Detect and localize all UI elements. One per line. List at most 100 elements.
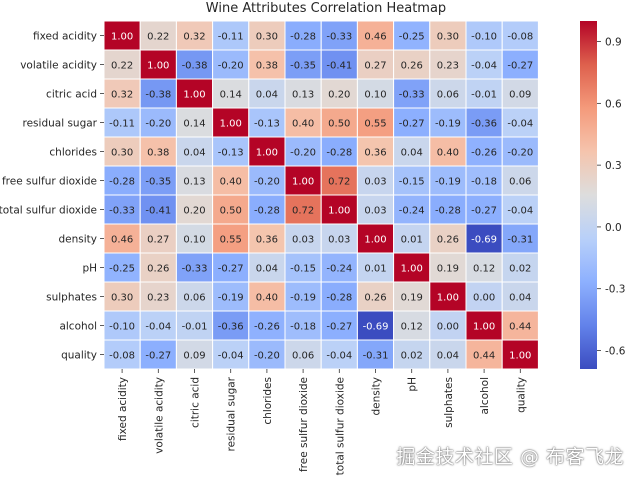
cell-value: 0.32 [111,90,133,101]
cell-value: -0.15 [399,177,425,188]
cell-value: -0.28 [326,293,352,304]
cell-value: -0.33 [326,32,352,43]
heatmap-cell [320,194,358,225]
cell-value: 0.14 [220,90,242,101]
y-tick-label: alcohol [59,321,97,333]
cell-value: 0.04 [509,293,531,304]
heatmap-cell [284,136,322,167]
cell-value: 0.50 [328,119,350,130]
heatmap-cell [429,339,467,370]
cell-value: -0.01 [471,90,497,101]
heatmap-cell [465,49,503,80]
cell-value: -0.20 [145,119,171,130]
cell-value: 0.72 [328,177,350,188]
cell-value: 0.26 [147,264,169,275]
cell-value: -0.18 [471,177,497,188]
y-tick-label: total sulfur dioxide [0,205,97,217]
heatmap-cell [139,281,177,312]
heatmap-cell [212,281,250,312]
cell-value: -0.11 [109,119,135,130]
heatmap-cell [139,194,177,225]
cell-value: 0.06 [292,351,314,362]
cell-value: 0.09 [183,351,205,362]
y-tick-label: fixed acidity [33,31,97,43]
cell-value: 1.00 [111,32,133,43]
cell-value: 0.30 [111,148,133,159]
cell-value: 0.03 [364,206,386,217]
x-tick-label: density [371,377,383,416]
cell-value: 0.19 [437,264,459,275]
heatmap-cell [501,310,539,341]
heatmap-cell [465,310,503,341]
cell-value: -0.25 [109,264,135,275]
heatmap-cell [284,194,322,225]
cell-value: -0.19 [218,293,244,304]
heatmap-cell [320,252,358,283]
heatmap-cell [320,339,358,370]
cell-value: 0.09 [509,90,531,101]
heatmap-cell [320,136,358,167]
cell-value: -0.27 [399,119,425,130]
heatmap-cell [103,310,141,341]
cell-value: 0.38 [147,148,169,159]
cell-value: -0.35 [290,61,316,72]
colorbar-gradient [580,21,597,369]
heatmap-cell [501,49,539,80]
heatmap-cell [139,49,177,80]
cell-value: -0.35 [145,177,171,188]
heatmap-cell [356,165,395,196]
cell-value: -0.24 [399,206,425,217]
cell-value: -0.27 [507,61,533,72]
cell-value: -0.04 [507,206,533,217]
cell-value: 0.03 [364,177,386,188]
cell-value: 0.00 [473,293,495,304]
cell-value: 0.02 [401,351,423,362]
y-tick-label: density [59,234,98,246]
heatmap-cell [248,49,286,80]
cell-value: 0.40 [220,177,242,188]
cell-value: 0.12 [473,264,495,275]
y-tick-label: chlorides [49,147,97,159]
cell-value: 0.04 [256,90,278,101]
heatmap-cell [356,310,395,341]
heatmap-cell [175,223,214,254]
cell-value: -0.20 [507,148,533,159]
cell-value: 0.03 [328,235,350,246]
x-tick-label: chlorides [262,377,274,425]
colorbar-tick-label: 0.3 [605,160,622,172]
cell-value: 0.22 [111,61,133,72]
heatmap-cell [248,194,286,225]
colorbar-ticks: 0.9 0.6 0.3 0.0 -0.3 -0.6 [597,37,626,357]
heatmap-cell [393,252,431,283]
heatmap-cell [501,281,539,312]
cell-value: 0.12 [401,322,423,333]
cell-value: 0.30 [256,32,278,43]
cell-value: -0.24 [326,264,352,275]
x-tick-label: sulphates [443,377,455,428]
heatmap-cell [103,165,141,196]
heatmap-cell [139,252,177,283]
heatmap-cell [501,252,539,283]
colorbar-tick-label: 0.6 [605,98,622,110]
heatmap-cell [429,107,467,138]
heatmap-cell [248,223,286,254]
colorbar-tick-label: -0.3 [605,284,626,296]
x-tick-label: alcohol [479,377,491,415]
cell-value: 0.40 [437,148,459,159]
heatmap-cell [465,107,503,138]
cell-value: 0.23 [437,61,459,72]
cell-value: 0.06 [183,293,205,304]
watermark: 掘金技术社区 @ 布客飞龙 [396,446,624,468]
heatmap-cell [501,223,539,254]
colorbar: 0.9 0.6 0.3 0.0 -0.3 -0.6 [580,21,626,369]
cell-value: -0.08 [109,351,135,362]
heatmap-cell [501,107,539,138]
cell-value: 0.01 [364,264,386,275]
cell-value: 0.26 [437,235,459,246]
cell-value: 0.02 [509,264,531,275]
cell-value: 0.72 [292,206,314,217]
cell-value: 0.26 [364,293,386,304]
x-tick-label: fixed acidity [117,377,129,441]
cell-value: -0.26 [254,322,280,333]
